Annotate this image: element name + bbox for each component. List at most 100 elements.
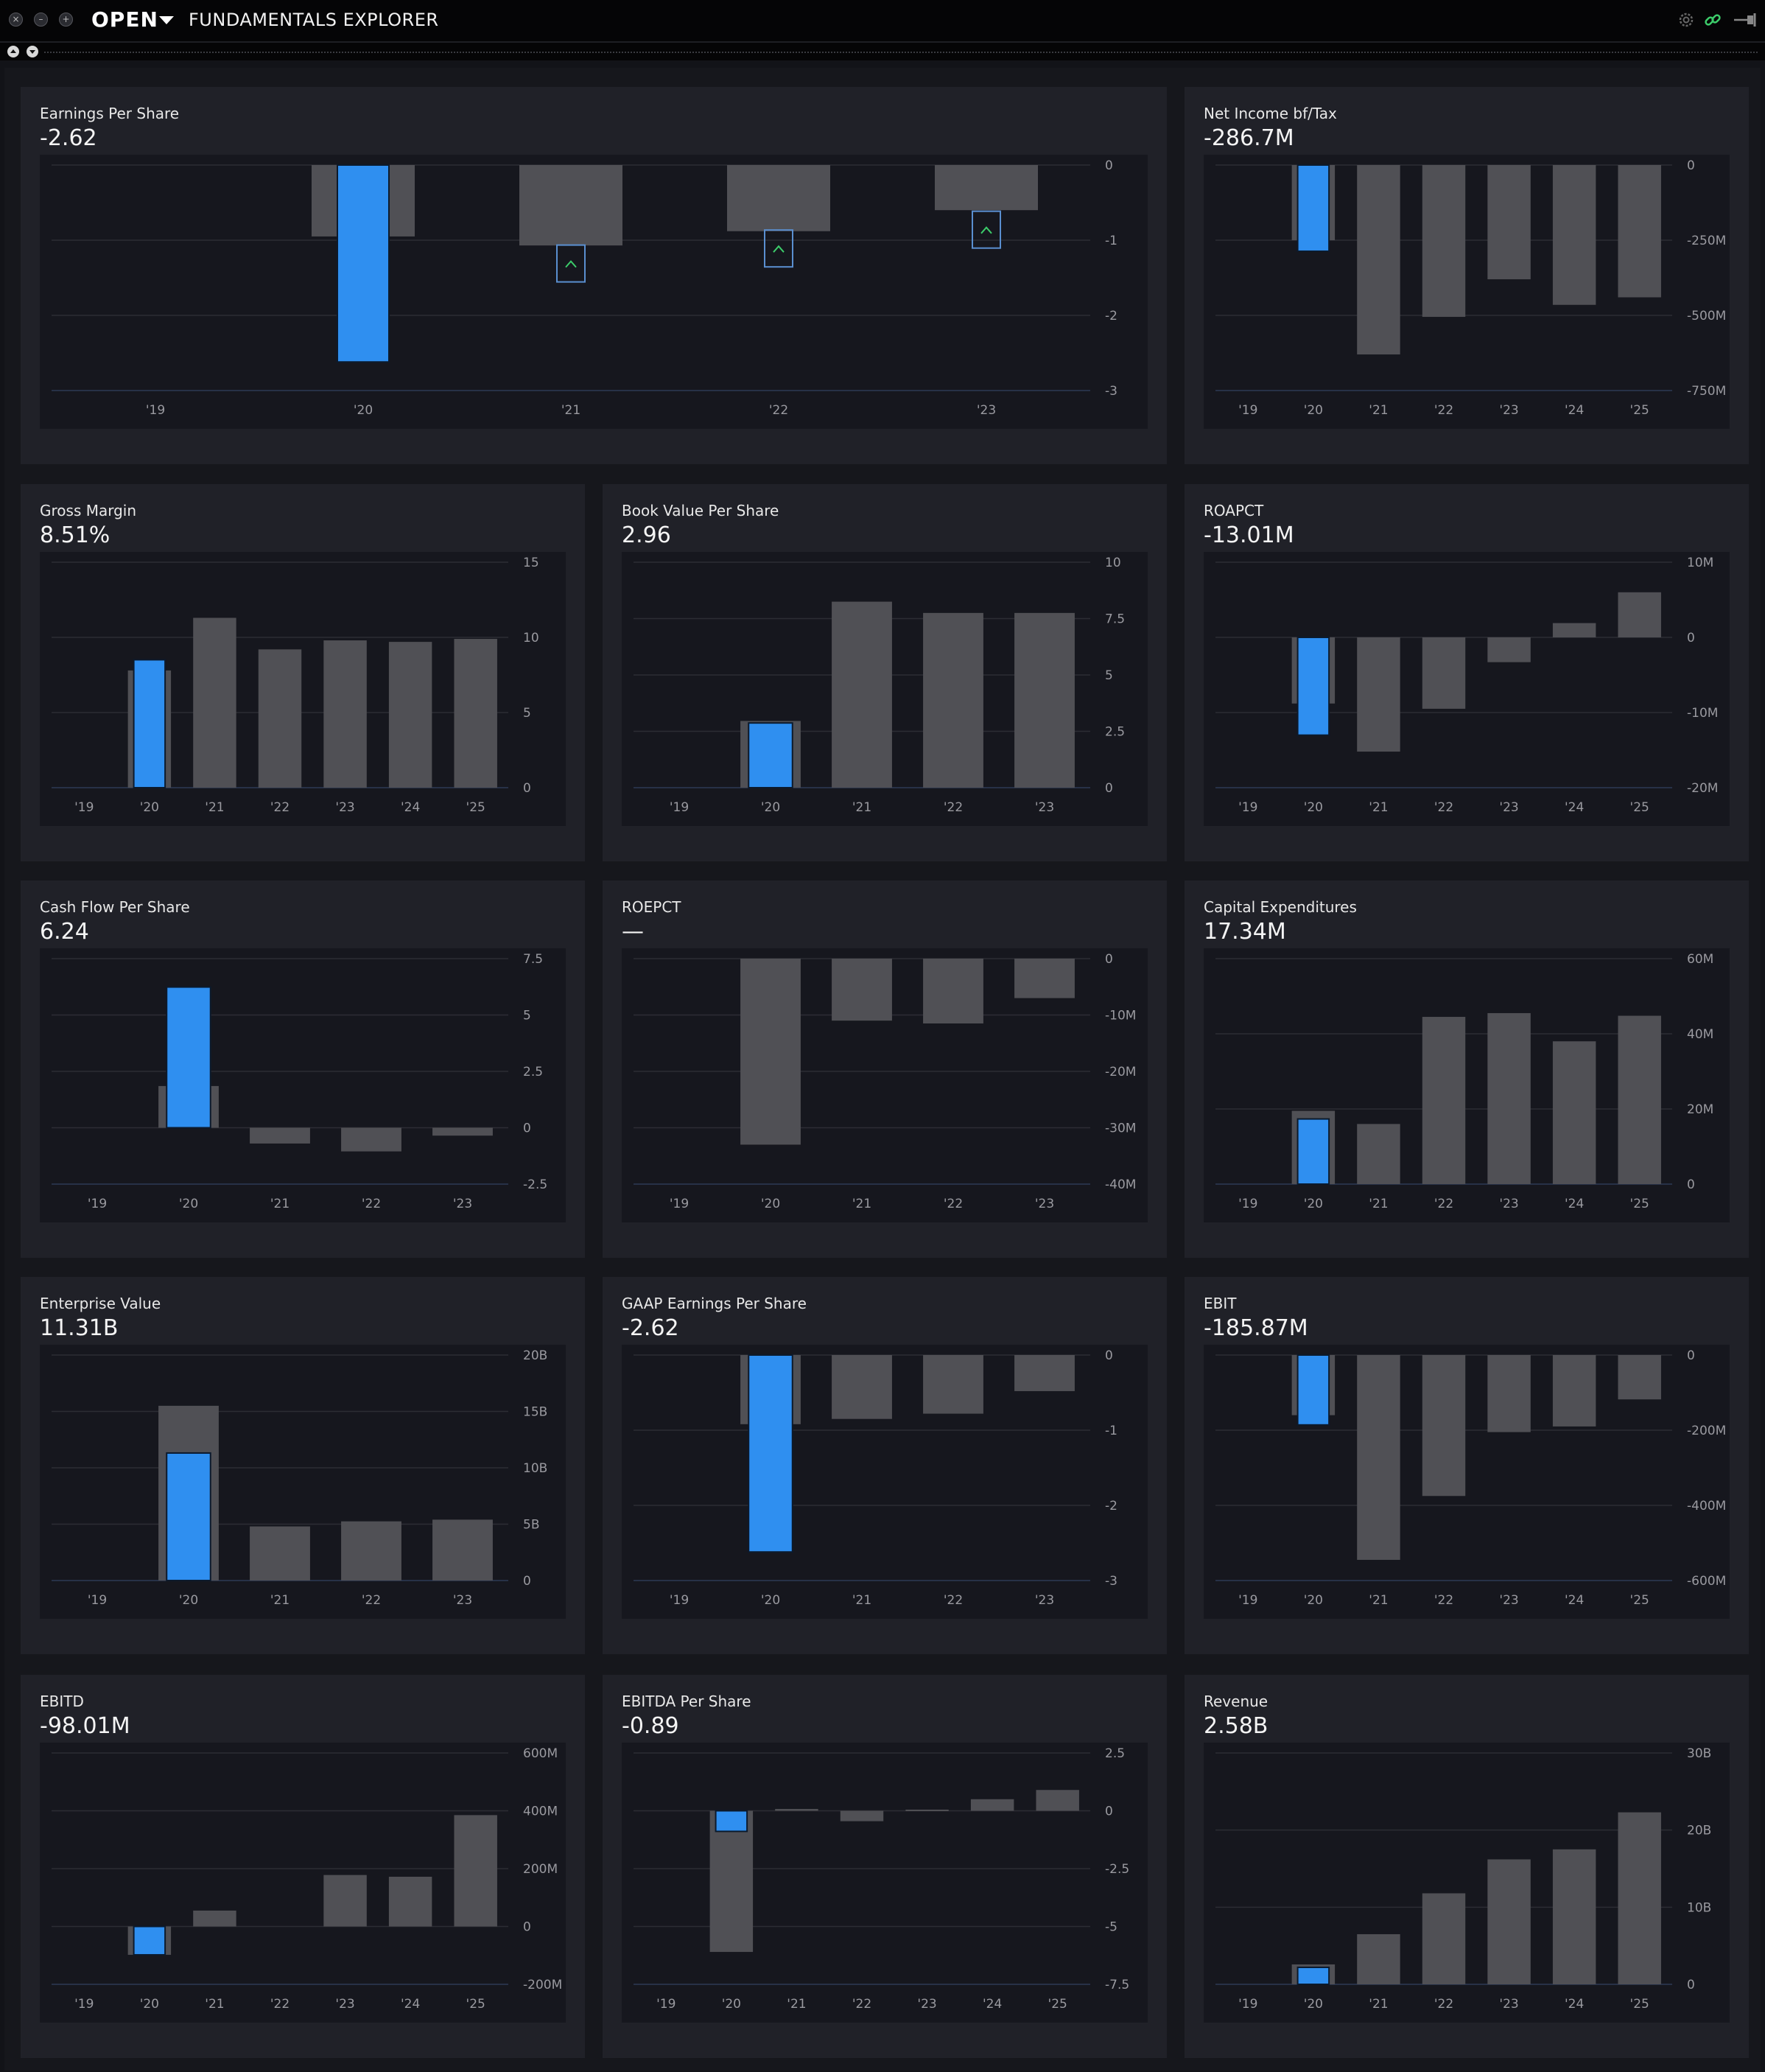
bar[interactable] [832,601,892,788]
chart-area[interactable]: 0 -250M -500M -750M '19 '20 '21 '22 '23 '24 '25 [1204,155,1730,429]
chart-area[interactable]: 0 -1 -2 -3 '19 '20 '21 '22 '23 [40,155,1148,429]
chart-area[interactable]: 0 -10M -20M -30M -40M '19 '20 '21 '22 '23 [622,948,1148,1222]
bar[interactable] [832,1355,892,1419]
close-icon[interactable]: × [9,13,23,27]
up-arrow-icon[interactable] [972,210,1001,249]
chart-area[interactable]: 30B 20B 10B 0 '19 '20 '21 '22 '23 '24 '25 [1204,1743,1730,2023]
panel-ebitda-per-share[interactable]: EBITDA Per Share -0.89 2.5 0 -2.5 -5 -7.5 '19 '2… [603,1675,1167,2058]
bar[interactable] [1357,1355,1400,1560]
pin-icon[interactable] [1733,10,1761,29]
bar[interactable] [1357,1124,1400,1184]
chevron-down-icon[interactable] [159,16,174,24]
bar[interactable] [388,642,432,788]
highlight-bar[interactable] [748,722,793,788]
bar[interactable] [341,1127,401,1152]
bar[interactable] [454,639,497,788]
bar[interactable] [709,1810,754,1953]
chart-area[interactable]: 600M 400M 200M 0 -200M '19 '20 '21 '22 '23 '24 '25 [40,1743,566,2023]
bar[interactable] [323,640,367,788]
panel-ebit[interactable]: EBIT -185.87M 0 -200M -400M -600M '19 '20 '21 '22… [1185,1277,1749,1654]
chart-area[interactable]: 10M 0 -10M -20M '19 '20 '21 '22 '23 '24 '25 [1204,552,1730,826]
panel-gross-margin[interactable]: Gross Margin 8.51% 15 10 5 0 '19 '20 '21 '22 '23 '2… [21,484,585,861]
bar[interactable] [519,165,622,246]
bar[interactable] [1014,1355,1075,1391]
app-name-button[interactable]: OPEN [91,7,158,32]
bar[interactable] [832,959,892,1021]
up-arrow-icon[interactable] [556,244,586,283]
bar[interactable] [388,1876,432,1927]
bar[interactable] [432,1127,493,1136]
bar[interactable] [1487,165,1531,280]
bar[interactable] [1422,1893,1466,1984]
bar[interactable] [1357,1933,1400,1984]
bar[interactable] [1552,623,1596,637]
chart-area[interactable]: 20B 15B 10B 5B 0 '19 '20 '21 '22 '23 [40,1345,566,1619]
highlight-bar[interactable] [133,659,166,788]
panel-enterprise-value[interactable]: Enterprise Value 11.31B 20B 15B 10B 5B 0 '19 '20… [21,1277,585,1654]
bar[interactable] [1552,1355,1596,1427]
maximize-icon[interactable]: + [59,13,73,27]
link-icon[interactable] [1703,10,1722,29]
highlight-bar[interactable] [1296,1118,1330,1185]
minimize-icon[interactable]: – [34,13,48,27]
scroll-down-icon[interactable] [27,46,38,57]
bar[interactable] [727,165,830,231]
bar[interactable] [1618,165,1661,298]
bar[interactable] [1552,1041,1596,1184]
panel-roepct[interactable]: ROEPCT — 0 -10M -20M -30M -40M '19 '20 '21 '22 '23 [603,881,1167,1258]
panel-cash-flow-per-share[interactable]: Cash Flow Per Share 6.24 7.5 5 2.5 0 -2.5 '19 '2… [21,881,585,1258]
panel-revenue[interactable]: Revenue 2.58B 30B 20B 10B 0 '19 '20 '21 '22 '23 '24… [1185,1675,1749,2058]
panel-book-value-per-share[interactable]: Book Value Per Share 2.96 10 7.5 5 2.5 0 '19 '20… [603,484,1167,861]
panel-roapct[interactable]: ROAPCT -13.01M 10M 0 -10M -20M '19 '20 '21 '22 '23… [1185,484,1749,861]
bar[interactable] [775,1808,818,1811]
panel-ebitd[interactable]: EBITD -98.01M 600M 400M 200M 0 -200M '19 '20 '21 '… [21,1675,585,2058]
bar[interactable] [432,1519,493,1581]
bar[interactable] [1618,1015,1661,1184]
bar[interactable] [1014,612,1075,788]
highlight-bar[interactable] [1296,164,1330,252]
bar[interactable] [1357,165,1400,355]
chart-area[interactable]: 0 -200M -400M -600M '19 '20 '21 '22 '23 '24 '25 [1204,1345,1730,1619]
bar[interactable] [1487,1355,1531,1432]
bar[interactable] [923,612,983,788]
highlight-bar[interactable] [133,1925,166,1956]
highlight-bar[interactable] [748,1354,793,1553]
bar[interactable] [193,617,236,788]
bar[interactable] [454,1815,497,1927]
bar[interactable] [740,959,801,1145]
bar[interactable] [1618,1355,1661,1400]
bar[interactable] [1014,959,1075,998]
bar[interactable] [905,1809,949,1811]
scroll-up-icon[interactable] [7,46,19,57]
highlight-bar[interactable] [166,1452,211,1581]
bar[interactable] [258,649,302,788]
bar[interactable] [1618,592,1661,637]
highlight-bar[interactable] [166,986,211,1129]
bar[interactable] [1036,1790,1079,1811]
chart-area[interactable]: 15 10 5 0 '19 '20 '21 '22 '23 '24 '25 [40,552,566,826]
highlight-bar[interactable] [1296,1966,1330,1985]
bar[interactable] [1552,1849,1596,1984]
chart-area[interactable]: 2.5 0 -2.5 -5 -7.5 '19 '20 '21 '22 '23 '24 '25 [622,1743,1148,2023]
bar[interactable] [923,959,983,1023]
up-arrow-icon[interactable] [764,229,793,268]
bar[interactable] [1422,1017,1466,1184]
chart-area[interactable]: 60M 40M 20M 0 '19 '20 '21 '22 '23 '24 '25 [1204,948,1730,1222]
highlight-bar[interactable] [715,1810,748,1833]
bar[interactable] [193,1910,236,1927]
highlight-bar[interactable] [337,164,390,363]
bar[interactable] [1357,637,1400,752]
bar[interactable] [1487,1859,1531,1984]
bar[interactable] [840,1810,884,1821]
bar[interactable] [935,165,1038,211]
bar[interactable] [923,1355,983,1414]
chart-area[interactable]: 10 7.5 5 2.5 0 '19 '20 '21 '22 '23 [622,552,1148,826]
bar[interactable] [1487,1012,1531,1184]
panel-net-income-bf-tax[interactable]: Net Income bf/Tax -286.7M 0 -250M -500M -750M… [1185,87,1749,464]
bar[interactable] [250,1526,310,1581]
bar[interactable] [341,1521,401,1581]
highlight-bar[interactable] [1296,1354,1330,1426]
bar[interactable] [1552,165,1596,305]
bar[interactable] [1487,637,1531,662]
bar[interactable] [1422,637,1466,709]
